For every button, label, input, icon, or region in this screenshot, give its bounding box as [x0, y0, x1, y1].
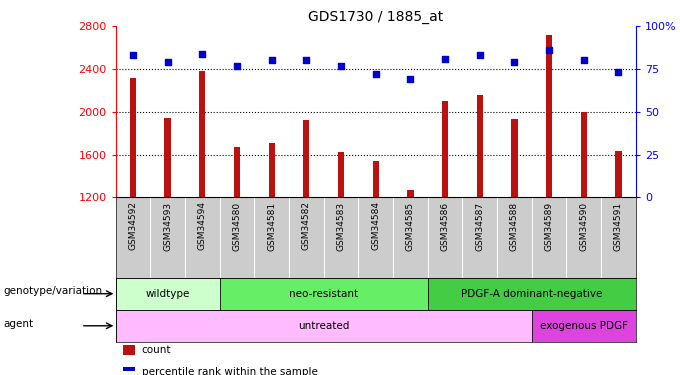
Text: GSM34586: GSM34586: [441, 201, 449, 250]
Text: GSM34585: GSM34585: [406, 201, 415, 250]
Bar: [511, 119, 517, 197]
Text: GSM34593: GSM34593: [163, 201, 172, 250]
Bar: [532, 310, 636, 342]
Text: GSM34583: GSM34583: [337, 201, 345, 250]
Bar: [303, 120, 309, 197]
Bar: [220, 278, 428, 310]
Point: [509, 59, 520, 65]
Text: GSM34582: GSM34582: [302, 201, 311, 250]
Text: GSM34590: GSM34590: [579, 201, 588, 250]
Bar: [407, 190, 413, 197]
Point: [439, 56, 450, 62]
Bar: [130, 78, 136, 197]
Point: [301, 57, 312, 63]
Text: GSM34592: GSM34592: [129, 201, 137, 250]
Bar: [373, 161, 379, 197]
Bar: [442, 101, 448, 197]
Point: [370, 71, 381, 77]
Text: wildtype: wildtype: [146, 289, 190, 299]
Text: neo-resistant: neo-resistant: [289, 289, 358, 299]
Point: [405, 76, 416, 82]
Text: GSM34584: GSM34584: [371, 201, 380, 250]
Text: untreated: untreated: [298, 321, 350, 331]
Text: GSM34587: GSM34587: [475, 201, 484, 250]
Point: [266, 57, 277, 63]
Bar: [122, 367, 135, 375]
Bar: [428, 278, 636, 310]
Bar: [581, 112, 587, 197]
Point: [335, 63, 346, 69]
Bar: [165, 118, 171, 197]
Text: GSM34594: GSM34594: [198, 201, 207, 250]
Text: count: count: [141, 345, 171, 355]
Text: genotype/variation: genotype/variation: [3, 286, 103, 296]
Bar: [338, 153, 344, 197]
Point: [613, 69, 624, 75]
Point: [197, 51, 208, 57]
Bar: [546, 35, 552, 197]
Text: exogenous PDGF: exogenous PDGF: [540, 321, 628, 331]
Bar: [116, 310, 532, 342]
Text: GSM34580: GSM34580: [233, 201, 241, 250]
Text: GSM34588: GSM34588: [510, 201, 519, 250]
Bar: [234, 147, 240, 197]
Bar: [122, 345, 135, 355]
Bar: [615, 152, 622, 197]
Text: GSM34589: GSM34589: [545, 201, 554, 250]
Point: [475, 53, 486, 58]
Text: GSM34581: GSM34581: [267, 201, 276, 250]
Point: [162, 59, 173, 65]
Text: PDGF-A dominant-negative: PDGF-A dominant-negative: [461, 289, 602, 299]
Bar: [477, 95, 483, 197]
Bar: [116, 278, 220, 310]
Point: [128, 53, 139, 58]
Text: GSM34591: GSM34591: [614, 201, 623, 250]
Title: GDS1730 / 1885_at: GDS1730 / 1885_at: [308, 10, 443, 24]
Text: percentile rank within the sample: percentile rank within the sample: [141, 367, 318, 375]
Point: [543, 47, 554, 53]
Text: agent: agent: [3, 320, 33, 329]
Bar: [269, 143, 275, 197]
Bar: [199, 71, 205, 197]
Point: [578, 57, 589, 63]
Point: [231, 63, 242, 69]
